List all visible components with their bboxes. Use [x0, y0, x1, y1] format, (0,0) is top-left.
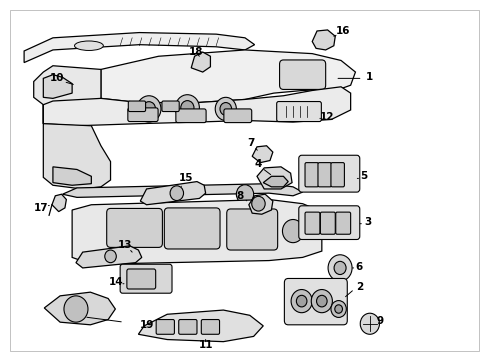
Text: 17: 17	[34, 203, 48, 213]
Circle shape	[334, 261, 346, 275]
Circle shape	[220, 103, 232, 115]
Circle shape	[143, 102, 155, 116]
Circle shape	[360, 313, 379, 334]
FancyBboxPatch shape	[224, 109, 252, 123]
Text: 14: 14	[109, 276, 123, 287]
FancyBboxPatch shape	[156, 320, 174, 334]
Text: 19: 19	[139, 320, 154, 330]
Circle shape	[236, 185, 254, 204]
Circle shape	[328, 255, 352, 281]
Polygon shape	[34, 66, 101, 105]
Circle shape	[64, 296, 88, 322]
Polygon shape	[312, 30, 335, 50]
Text: 10: 10	[49, 73, 64, 84]
Text: 16: 16	[336, 26, 351, 36]
FancyBboxPatch shape	[179, 320, 197, 334]
FancyBboxPatch shape	[128, 101, 146, 112]
Polygon shape	[252, 146, 273, 163]
Polygon shape	[138, 310, 263, 342]
Text: 7: 7	[247, 138, 254, 148]
FancyBboxPatch shape	[280, 60, 326, 89]
Polygon shape	[101, 50, 355, 103]
Text: 12: 12	[319, 112, 334, 122]
FancyBboxPatch shape	[176, 109, 206, 123]
Circle shape	[291, 289, 312, 313]
Circle shape	[296, 295, 307, 307]
Polygon shape	[43, 105, 111, 189]
Polygon shape	[24, 32, 255, 63]
FancyBboxPatch shape	[107, 208, 162, 247]
Circle shape	[311, 289, 332, 313]
Polygon shape	[76, 246, 142, 268]
FancyBboxPatch shape	[299, 155, 360, 192]
Ellipse shape	[74, 41, 103, 50]
FancyBboxPatch shape	[284, 279, 347, 325]
FancyBboxPatch shape	[120, 264, 172, 293]
Circle shape	[175, 95, 199, 121]
Circle shape	[170, 186, 184, 201]
Text: 9: 9	[377, 316, 384, 325]
Polygon shape	[53, 167, 91, 185]
Polygon shape	[43, 87, 351, 126]
Polygon shape	[44, 292, 115, 325]
Text: 18: 18	[189, 47, 203, 57]
FancyBboxPatch shape	[201, 320, 220, 334]
Text: 1: 1	[366, 72, 373, 82]
FancyBboxPatch shape	[164, 208, 220, 249]
Text: 5: 5	[361, 171, 368, 181]
Circle shape	[181, 100, 194, 115]
FancyBboxPatch shape	[127, 269, 156, 289]
Circle shape	[215, 97, 236, 121]
Circle shape	[252, 196, 265, 211]
FancyBboxPatch shape	[331, 163, 344, 187]
FancyBboxPatch shape	[336, 212, 351, 234]
FancyBboxPatch shape	[305, 163, 318, 187]
FancyBboxPatch shape	[128, 108, 158, 122]
Polygon shape	[52, 194, 66, 212]
Text: 13: 13	[118, 240, 132, 250]
FancyBboxPatch shape	[320, 212, 335, 234]
Text: 4: 4	[255, 159, 262, 169]
Circle shape	[317, 295, 327, 307]
Polygon shape	[257, 167, 292, 189]
Polygon shape	[72, 199, 322, 264]
Polygon shape	[249, 194, 273, 214]
FancyBboxPatch shape	[299, 206, 360, 239]
FancyBboxPatch shape	[305, 212, 320, 234]
Circle shape	[137, 96, 161, 122]
FancyBboxPatch shape	[162, 101, 179, 112]
Circle shape	[331, 301, 346, 318]
Text: 15: 15	[179, 174, 194, 184]
Text: 8: 8	[237, 191, 244, 201]
FancyBboxPatch shape	[318, 163, 331, 187]
Polygon shape	[43, 75, 72, 98]
Text: 6: 6	[356, 262, 363, 272]
Circle shape	[282, 220, 304, 243]
Circle shape	[335, 305, 343, 313]
Polygon shape	[191, 52, 210, 72]
FancyBboxPatch shape	[277, 102, 321, 122]
Text: 2: 2	[357, 282, 364, 292]
Text: 3: 3	[364, 217, 371, 227]
FancyBboxPatch shape	[227, 209, 278, 250]
Circle shape	[105, 250, 116, 263]
Polygon shape	[263, 176, 288, 187]
Polygon shape	[140, 181, 206, 205]
Polygon shape	[63, 184, 303, 197]
Text: 11: 11	[198, 340, 213, 350]
